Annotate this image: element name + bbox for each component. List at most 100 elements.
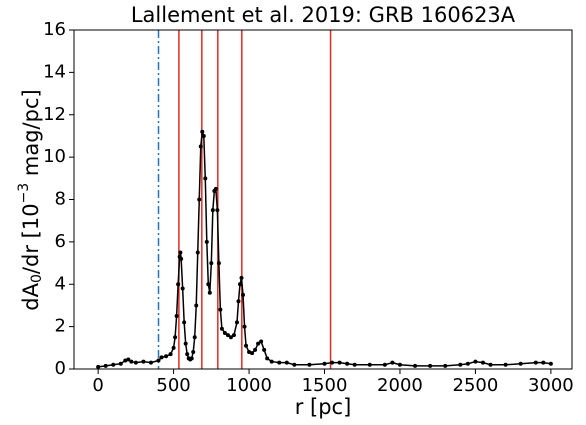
data-point: [352, 362, 357, 367]
data-point: [203, 176, 208, 181]
y-tick-label: 12: [43, 104, 66, 125]
data-point: [118, 361, 123, 366]
data-point: [503, 362, 508, 367]
data-point: [103, 363, 108, 368]
y-label-part: dA: [19, 282, 43, 310]
plot-frame: [73, 29, 573, 370]
data-point: [518, 361, 523, 366]
data-point: [183, 341, 188, 346]
data-point: [129, 359, 134, 364]
data-point: [96, 364, 101, 369]
x-tick-label: 1500: [302, 375, 348, 396]
data-point: [207, 290, 212, 295]
data-point: [236, 299, 241, 304]
x-axis-label: r [pc]: [295, 395, 352, 419]
data-point: [458, 362, 463, 367]
data-point: [126, 357, 131, 362]
data-point: [256, 341, 261, 346]
data-point: [234, 320, 239, 325]
data-point: [473, 359, 478, 364]
data-point: [182, 320, 187, 325]
x-tick-label: 2000: [377, 375, 423, 396]
data-point: [180, 286, 185, 291]
data-point: [533, 360, 538, 365]
data-point: [156, 358, 161, 363]
data-point: [231, 333, 236, 338]
data-point: [191, 350, 196, 355]
data-point: [228, 335, 233, 340]
data-point: [213, 186, 218, 191]
data-point: [168, 352, 173, 357]
data-point: [173, 335, 178, 340]
y-label-part: mag/pc]: [19, 89, 43, 182]
data-point: [148, 360, 153, 365]
data-point: [159, 355, 164, 360]
x-tick-label: 0: [92, 375, 103, 396]
x-tick-label: 1000: [226, 375, 272, 396]
data-point: [345, 361, 350, 366]
y-tick-label: 14: [43, 61, 66, 82]
data-point: [307, 362, 312, 367]
data-point: [322, 361, 327, 366]
data-line: [98, 131, 551, 368]
data-point: [225, 333, 230, 338]
data-point: [206, 282, 211, 287]
data-point: [194, 303, 199, 308]
data-point: [185, 352, 190, 357]
data-point: [242, 324, 247, 329]
data-point: [269, 359, 274, 364]
data-point: [171, 345, 176, 350]
data-point: [428, 363, 433, 368]
data-point: [189, 356, 194, 361]
data-point: [239, 275, 244, 280]
data-point: [480, 360, 485, 365]
data-point: [277, 360, 282, 365]
data-point: [198, 144, 203, 149]
y-tick-label: 4: [55, 273, 66, 294]
data-point: [197, 197, 202, 202]
data-point: [178, 250, 183, 255]
data-point: [174, 314, 179, 319]
data-point: [397, 362, 402, 367]
data-point: [222, 330, 227, 335]
data-point: [195, 250, 200, 255]
data-point: [292, 362, 297, 367]
data-point: [541, 360, 546, 365]
data-point: [219, 326, 224, 331]
data-point: [133, 360, 138, 365]
data-point: [382, 362, 387, 367]
data-point: [141, 359, 146, 364]
data-point: [204, 239, 209, 244]
y-tick-label: 8: [55, 189, 66, 210]
data-point: [238, 282, 242, 287]
x-tick-label: 3000: [528, 375, 574, 396]
data-point: [216, 261, 221, 266]
data-point: [176, 282, 181, 287]
data-point: [210, 208, 215, 213]
data-point: [262, 347, 267, 352]
chart-title: Lallement et al. 2019: GRB 160623A: [131, 3, 516, 27]
data-point: [330, 360, 335, 365]
x-tick-label: 2500: [453, 375, 499, 396]
data-point: [215, 208, 220, 213]
data-point: [284, 360, 289, 365]
data-point: [247, 350, 252, 355]
y-label-part: /dr [10: [19, 203, 43, 274]
data-point: [200, 129, 205, 134]
data-point: [413, 363, 418, 368]
data-point: [192, 335, 197, 340]
data-point: [443, 363, 448, 368]
data-point: [259, 339, 264, 344]
y-label-sub: 0: [29, 274, 45, 283]
y-tick-label: 16: [43, 19, 66, 40]
y-tick-label: 10: [43, 146, 66, 167]
y-tick-label: 2: [55, 316, 66, 337]
data-point: [250, 351, 255, 356]
data-point: [179, 256, 184, 261]
data-point: [390, 360, 395, 365]
data-point: [337, 360, 342, 365]
data-point: [488, 362, 493, 367]
data-point: [123, 358, 128, 363]
data-point: [253, 347, 258, 352]
